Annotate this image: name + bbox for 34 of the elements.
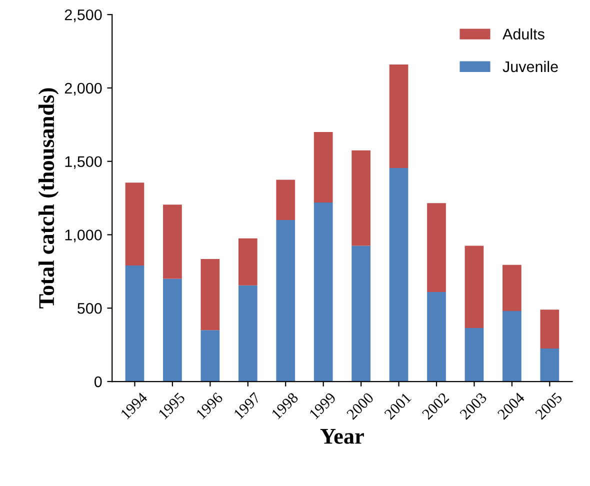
bar: [238, 285, 258, 382]
bar: [163, 204, 182, 279]
bar: [125, 182, 144, 266]
bar: [502, 264, 522, 312]
bar: [352, 150, 370, 246]
bar: [314, 132, 333, 202]
y-tick-label: 1,000: [65, 230, 102, 242]
y-tick-label: 500: [78, 302, 102, 314]
bar: [464, 328, 484, 382]
bar: [389, 64, 408, 168]
legend-label: Adults: [502, 28, 544, 40]
bar: [276, 220, 296, 382]
bar: [238, 238, 258, 286]
legend-label: Juvenile: [502, 60, 558, 72]
bar: [163, 278, 182, 382]
bar: [427, 292, 446, 382]
bar: [464, 246, 484, 328]
bar: [200, 330, 220, 382]
y-axis-title: Total catch (thousands): [38, 88, 59, 308]
y-tick-label: 2,000: [64, 82, 102, 96]
bar: [314, 202, 333, 382]
bar: [502, 311, 522, 382]
bar: [200, 258, 220, 330]
bar: [540, 348, 560, 382]
bar: [276, 180, 296, 220]
bar: [125, 266, 144, 382]
y-tick-label: 0: [94, 376, 102, 388]
bar: [352, 246, 370, 382]
bar: [540, 310, 560, 348]
x-axis-title: Year: [320, 429, 364, 444]
y-tick-label: 2,500: [64, 9, 102, 22]
bar: [389, 168, 408, 382]
y-tick-label: 1,500: [65, 156, 102, 169]
bar: [427, 203, 446, 292]
